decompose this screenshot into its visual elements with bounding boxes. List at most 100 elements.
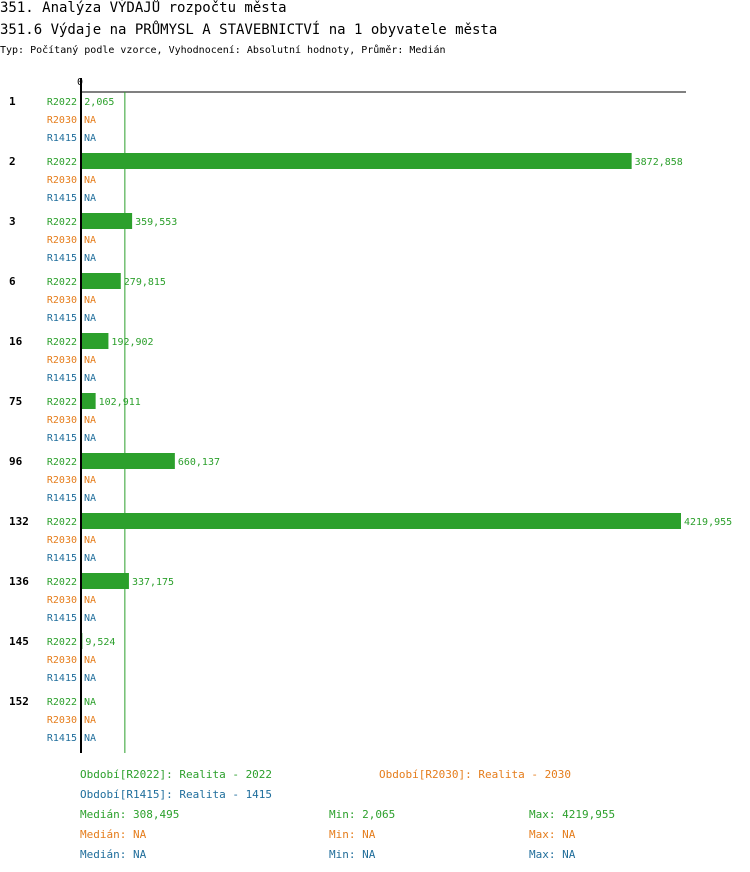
category-label-3: 3: [9, 215, 16, 228]
series-label-r2022-145: R2022: [47, 637, 77, 648]
stat-max-r2022: Max: 4219,955: [529, 808, 616, 821]
series-label-r2030-2: R2030: [47, 175, 77, 186]
stat-min-r1415: Min: NA: [329, 848, 376, 861]
data-label-r2030-152: NA: [84, 715, 96, 726]
series-label-r2030-3: R2030: [47, 235, 77, 246]
chart-subtitle: 351.6 Výdaje na PRŮMYSL A STAVEBNICTVÍ n…: [0, 22, 498, 38]
stat-median-r2030: Medián: NA: [80, 828, 147, 841]
data-label-r2022-3: 359,553: [135, 217, 177, 228]
series-label-r2022-2: R2022: [47, 157, 77, 168]
series-label-r2022-3: R2022: [47, 217, 77, 228]
series-label-r2030-96: R2030: [47, 475, 77, 486]
stat-min-r2030: Min: NA: [329, 828, 376, 841]
series-label-r1415-3: R1415: [47, 253, 77, 264]
category-label-2: 2: [9, 155, 16, 168]
data-label-r1415-16: NA: [84, 373, 96, 384]
data-label-r2022-1: 2,065: [84, 97, 114, 108]
series-label-r2022-152: R2022: [47, 697, 77, 708]
chart-info: Typ: Počítaný podle vzorce, Vyhodnocení:…: [0, 45, 446, 56]
data-label-r1415-152: NA: [84, 733, 96, 744]
series-label-r1415-75: R1415: [47, 433, 77, 444]
data-label-r1415-1: NA: [84, 133, 96, 144]
stat-median-r2022: Medián: 308,495: [80, 808, 180, 821]
series-label-r2022-132: R2022: [47, 517, 77, 528]
bar-r2022-16: [81, 333, 109, 349]
legend-period-r2030: Období[R2030]: Realita - 2030: [379, 768, 572, 781]
bar-r2022-6: [81, 273, 121, 289]
series-label-r2022-96: R2022: [47, 457, 77, 468]
bar-r2022-136: [81, 573, 129, 589]
legend-period-r2022: Období[R2022]: Realita - 2022: [80, 768, 273, 781]
series-label-r1415-152: R1415: [47, 733, 77, 744]
series-label-r2022-136: R2022: [47, 577, 77, 588]
bar-r2022-2: [81, 153, 632, 169]
bar-r2022-3: [81, 213, 133, 229]
stat-median-r1415: Medián: NA: [80, 848, 147, 861]
data-label-r2022-145: 9,524: [85, 637, 115, 648]
series-label-r1415-136: R1415: [47, 613, 77, 624]
data-label-r1415-96: NA: [84, 493, 96, 504]
data-label-r2030-6: NA: [84, 295, 96, 306]
data-label-r1415-3: NA: [84, 253, 96, 264]
data-label-r1415-2: NA: [84, 193, 96, 204]
category-label-132: 132: [9, 515, 29, 528]
data-label-r2030-96: NA: [84, 475, 96, 486]
stat-max-r1415: Max: NA: [529, 848, 576, 861]
page-title: 351. Analýza VÝDAJŮ rozpočtu města: [0, 0, 287, 16]
data-label-r2030-75: NA: [84, 415, 96, 426]
stat-max-r2030: Max: NA: [529, 828, 576, 841]
category-label-96: 96: [9, 455, 23, 468]
category-label-136: 136: [9, 575, 29, 588]
series-label-r2030-152: R2030: [47, 715, 77, 726]
bar-r2022-132: [81, 513, 681, 529]
bar-r2022-75: [81, 393, 96, 409]
series-label-r1415-6: R1415: [47, 313, 77, 324]
data-label-r2030-132: NA: [84, 535, 96, 546]
data-label-r2022-132: 4219,955: [684, 517, 732, 528]
category-label-152: 152: [9, 695, 29, 708]
series-label-r2030-6: R2030: [47, 295, 77, 306]
series-label-r1415-2: R1415: [47, 193, 77, 204]
data-label-r1415-75: NA: [84, 433, 96, 444]
data-label-r2022-2: 3872,858: [635, 157, 683, 168]
series-label-r2030-145: R2030: [47, 655, 77, 666]
series-label-r2022-6: R2022: [47, 277, 77, 288]
data-label-r1415-145: NA: [84, 673, 96, 684]
data-label-r2022-6: 279,815: [124, 277, 166, 288]
data-label-r1415-136: NA: [84, 613, 96, 624]
category-label-145: 145: [9, 635, 29, 648]
series-label-r2030-132: R2030: [47, 535, 77, 546]
series-label-r2030-16: R2030: [47, 355, 77, 366]
series-label-r1415-145: R1415: [47, 673, 77, 684]
stat-min-r2022: Min: 2,065: [329, 808, 396, 821]
data-label-r1415-132: NA: [84, 553, 96, 564]
series-label-r2030-136: R2030: [47, 595, 77, 606]
series-label-r1415-96: R1415: [47, 493, 77, 504]
data-label-r2022-16: 192,902: [111, 337, 153, 348]
series-label-r2030-1: R2030: [47, 115, 77, 126]
category-label-6: 6: [9, 275, 16, 288]
data-label-r2030-2: NA: [84, 175, 96, 186]
series-label-r1415-1: R1415: [47, 133, 77, 144]
series-label-r1415-132: R1415: [47, 553, 77, 564]
data-label-r1415-6: NA: [84, 313, 96, 324]
category-label-75: 75: [9, 395, 22, 408]
data-label-r2022-75: 102,911: [99, 397, 141, 408]
series-label-r1415-16: R1415: [47, 373, 77, 384]
data-label-r2030-1: NA: [84, 115, 96, 126]
series-label-r2022-16: R2022: [47, 337, 77, 348]
category-label-1: 1: [9, 95, 16, 108]
data-label-r2030-136: NA: [84, 595, 96, 606]
bar-r2022-96: [81, 453, 175, 469]
series-label-r2030-75: R2030: [47, 415, 77, 426]
data-label-r2030-3: NA: [84, 235, 96, 246]
series-label-r2022-75: R2022: [47, 397, 77, 408]
category-label-16: 16: [9, 335, 23, 348]
data-label-r2030-145: NA: [84, 655, 96, 666]
legend-period-r1415: Období[R1415]: Realita - 1415: [80, 788, 273, 801]
data-label-r2030-16: NA: [84, 355, 96, 366]
series-label-r2022-1: R2022: [47, 97, 77, 108]
data-label-r2022-136: 337,175: [132, 577, 174, 588]
data-label-r2022-152: NA: [84, 697, 96, 708]
